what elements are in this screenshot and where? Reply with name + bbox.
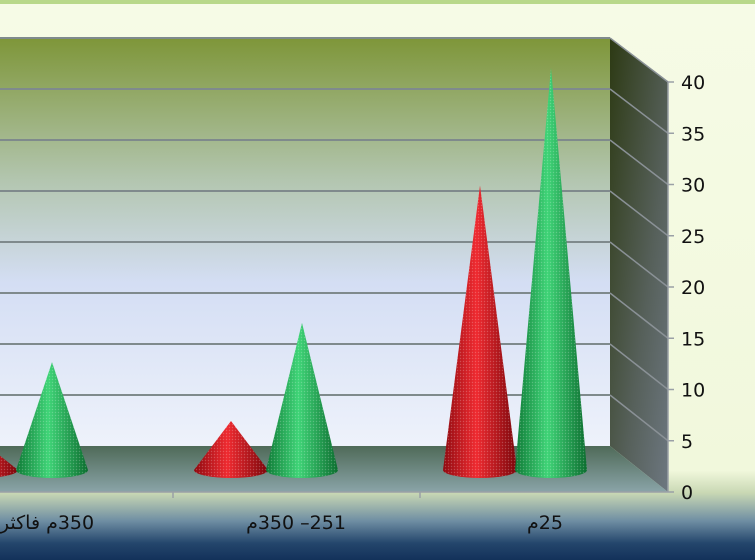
category-label: 25م bbox=[527, 512, 563, 534]
y-tick-label: 0 bbox=[681, 482, 693, 504]
y-tick-label: 30 bbox=[681, 175, 705, 197]
y-tick-label: 25 bbox=[681, 226, 705, 248]
gridline-side bbox=[609, 88, 669, 134]
gridline-side bbox=[609, 292, 669, 339]
y-tick-label: 10 bbox=[681, 380, 705, 402]
red-cone-2 bbox=[194, 420, 268, 478]
top-rule bbox=[0, 0, 755, 4]
red-cone-1 bbox=[443, 185, 517, 478]
gridline-side bbox=[609, 241, 669, 288]
y-tick-label: 20 bbox=[681, 277, 705, 299]
y-tick-label: 15 bbox=[681, 328, 705, 350]
category-label: 350م فاكثر bbox=[0, 512, 94, 534]
gridline-side bbox=[609, 139, 669, 186]
y-tick-label: 5 bbox=[681, 431, 693, 453]
y-tick-label: 40 bbox=[681, 72, 705, 94]
category-label: 251– 350م bbox=[246, 512, 346, 534]
gridline-side bbox=[609, 343, 669, 391]
green-cone-3 bbox=[16, 362, 88, 478]
gridline-side bbox=[609, 37, 669, 83]
green-cone-1 bbox=[515, 68, 587, 478]
y-tick-label: 35 bbox=[681, 123, 705, 145]
gridline-side bbox=[609, 394, 669, 442]
red-cone-3 bbox=[0, 455, 18, 477]
gridline-side bbox=[609, 190, 669, 237]
green-cone-2 bbox=[266, 322, 338, 478]
